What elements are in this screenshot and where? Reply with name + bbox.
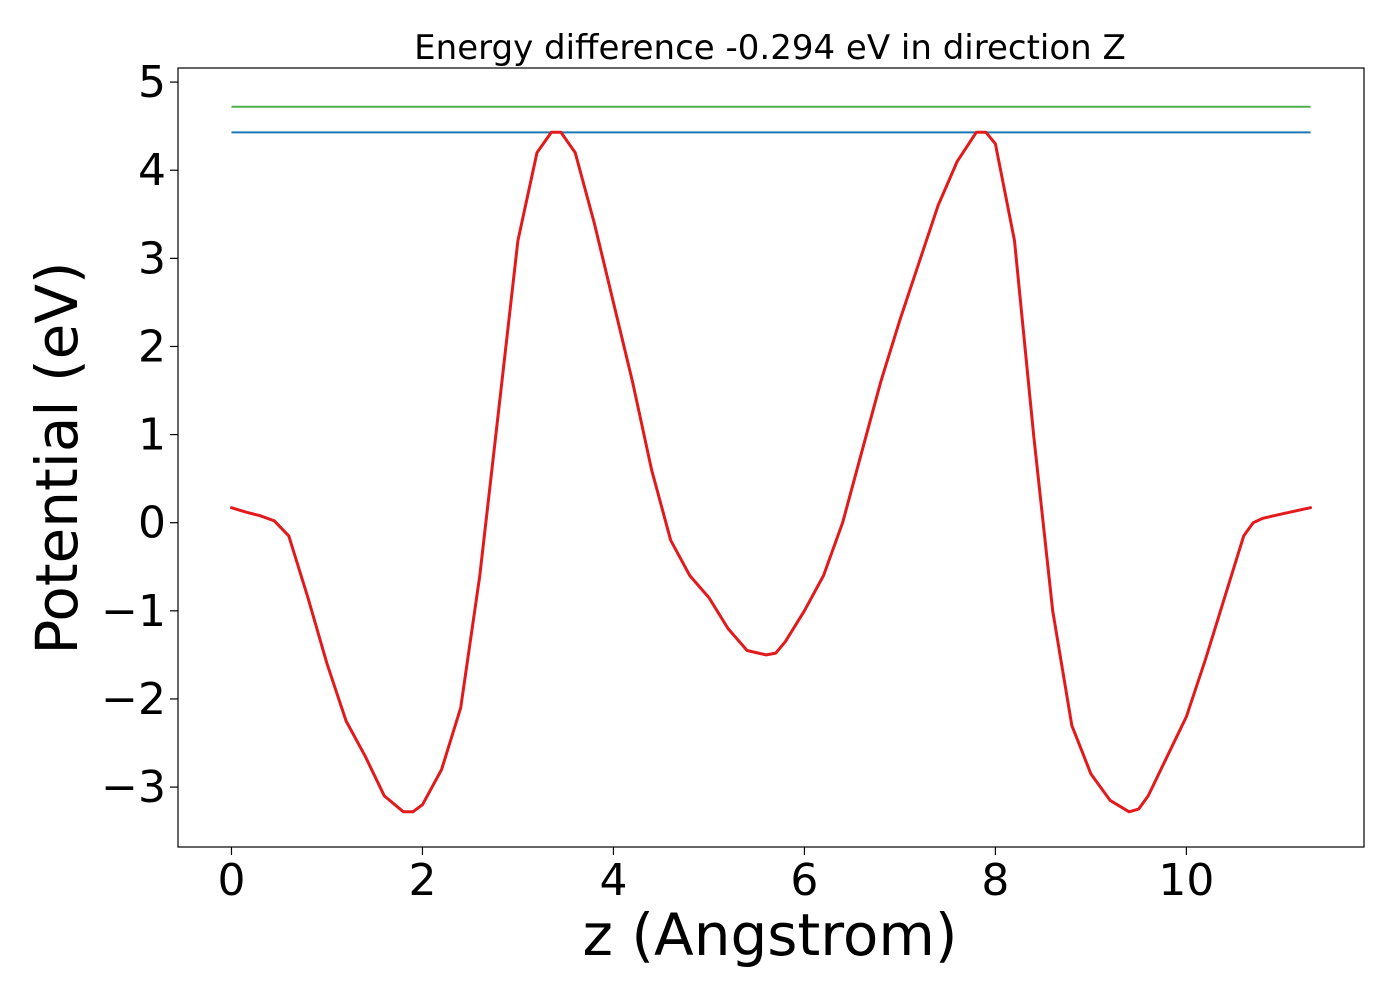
y-axis-label: Potential (eV): [23, 261, 91, 654]
x-axis-label: z (Angstrom): [583, 901, 958, 969]
y-tick-label: 2: [138, 321, 166, 372]
plot-layer: [230, 105, 1312, 814]
x-tick-label: 6: [790, 855, 818, 906]
y-tick-label: −2: [101, 674, 166, 725]
tick-layer: 0 2 4 6 8 10 −3 −2 −1 0 1 2 3 4 5: [101, 57, 1214, 906]
plot-frame: [177, 67, 1365, 848]
y-tick-label: −3: [101, 762, 166, 813]
x-tick-label: 2: [408, 855, 436, 906]
y-tick-label: −1: [101, 586, 166, 637]
y-tick-label: 3: [138, 233, 166, 284]
x-tick-label: 8: [981, 855, 1009, 906]
x-tick-label: 4: [599, 855, 627, 906]
x-tick-label: 0: [217, 855, 245, 906]
x-tick-label: 10: [1158, 855, 1214, 906]
y-tick-label: 0: [138, 498, 166, 549]
potential-line: [230, 130, 1312, 814]
y-tick-label: 4: [138, 145, 166, 196]
chart-title: Energy difference -0.294 eV in direction…: [414, 28, 1126, 68]
y-tick-label: 1: [138, 410, 166, 461]
y-tick-label: 5: [138, 57, 166, 108]
